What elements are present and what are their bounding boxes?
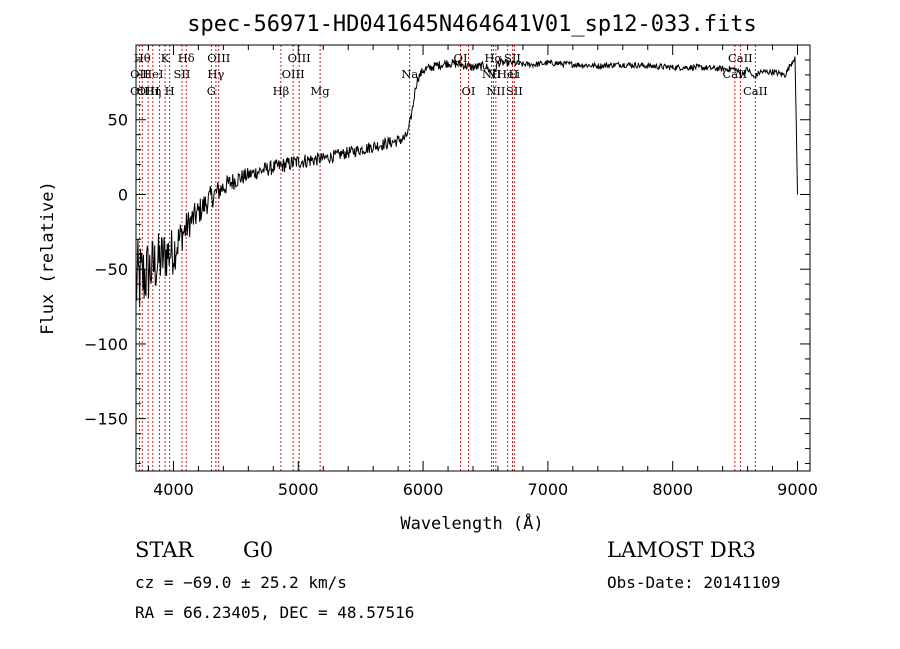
x-tick-label: 6000 [403, 480, 444, 499]
marker-label: G [207, 84, 216, 98]
marker-label: HeI [142, 67, 163, 81]
plot-frame [135, 44, 811, 472]
marker-label: Hα [484, 51, 502, 65]
y-tick-label: −50 [94, 260, 128, 279]
y-tick-label: 50 [108, 111, 128, 130]
marker-label: Hη [144, 84, 161, 98]
marker-label: OI [454, 51, 468, 65]
line-markers [138, 45, 756, 471]
marker-label: OIII [137, 84, 160, 98]
object-type: STAR [135, 538, 194, 562]
y-tick-label: 0 [118, 185, 128, 204]
marker-label: CaII [728, 51, 753, 65]
marker-label: OIII [207, 51, 230, 65]
y-axis-label: Flux (relative) [38, 181, 58, 335]
marker-label: Li [509, 67, 521, 81]
x-axis-label: Wavelength (Å) [400, 512, 543, 534]
marker-label: Hθ [134, 51, 151, 65]
marker-label: SII [506, 84, 523, 98]
marker-label: CaII [743, 84, 768, 98]
x-tick-label: 9000 [777, 480, 818, 499]
marker-label: Hβ [273, 84, 290, 98]
x-tick-label: 5000 [278, 480, 319, 499]
marker-label: Na [401, 67, 418, 81]
marker-label: HeI [497, 67, 518, 81]
marker-label: OI [462, 84, 476, 98]
marker-label: Mg [311, 84, 331, 98]
marker-label: Hγ [207, 67, 224, 81]
x-tick-label: 8000 [652, 480, 693, 499]
velocity-readout: cz = −69.0 ± 25.2 km/s [135, 573, 347, 592]
marker-label: Hδ [178, 51, 195, 65]
marker-label: NII [486, 84, 505, 98]
line-marker-labels: OII OII Hθ OIII HeI Hη K H SII Hδ G Hγ OIII Hβ OIII OII… [130, 51, 768, 98]
marker-label: OIII [282, 67, 305, 81]
obs-date: Obs-Date: 20141109 [607, 573, 781, 592]
chart-title: spec-56971-HD041645N464641V01_sp12-033.f… [187, 12, 757, 37]
coordinates-readout: RA = 66.23405, DEC = 48.57516 [135, 603, 415, 622]
spectrum-series-line [135, 56, 798, 308]
marker-label: OII [130, 84, 149, 98]
marker-label: NII [482, 67, 501, 81]
marker-label: H [165, 84, 175, 98]
marker-label: SII [504, 51, 521, 65]
y-axis: −150 −100 −50 0 50 [84, 59, 810, 465]
marker-label: OIII [288, 51, 311, 65]
marker-label: SII [173, 67, 190, 81]
y-tick-label: −100 [84, 335, 128, 354]
x-tick-label: 7000 [528, 480, 569, 499]
x-tick-label: 4000 [153, 480, 194, 499]
survey-name: LAMOST DR3 [607, 538, 756, 562]
x-axis: 4000 5000 6000 7000 8000 9000 [147, 45, 818, 499]
marker-label: OII [130, 67, 149, 81]
marker-label: K [161, 51, 170, 65]
y-tick-label: −150 [84, 410, 128, 429]
object-subclass: G0 [243, 538, 274, 562]
marker-label: CaII [722, 67, 747, 81]
